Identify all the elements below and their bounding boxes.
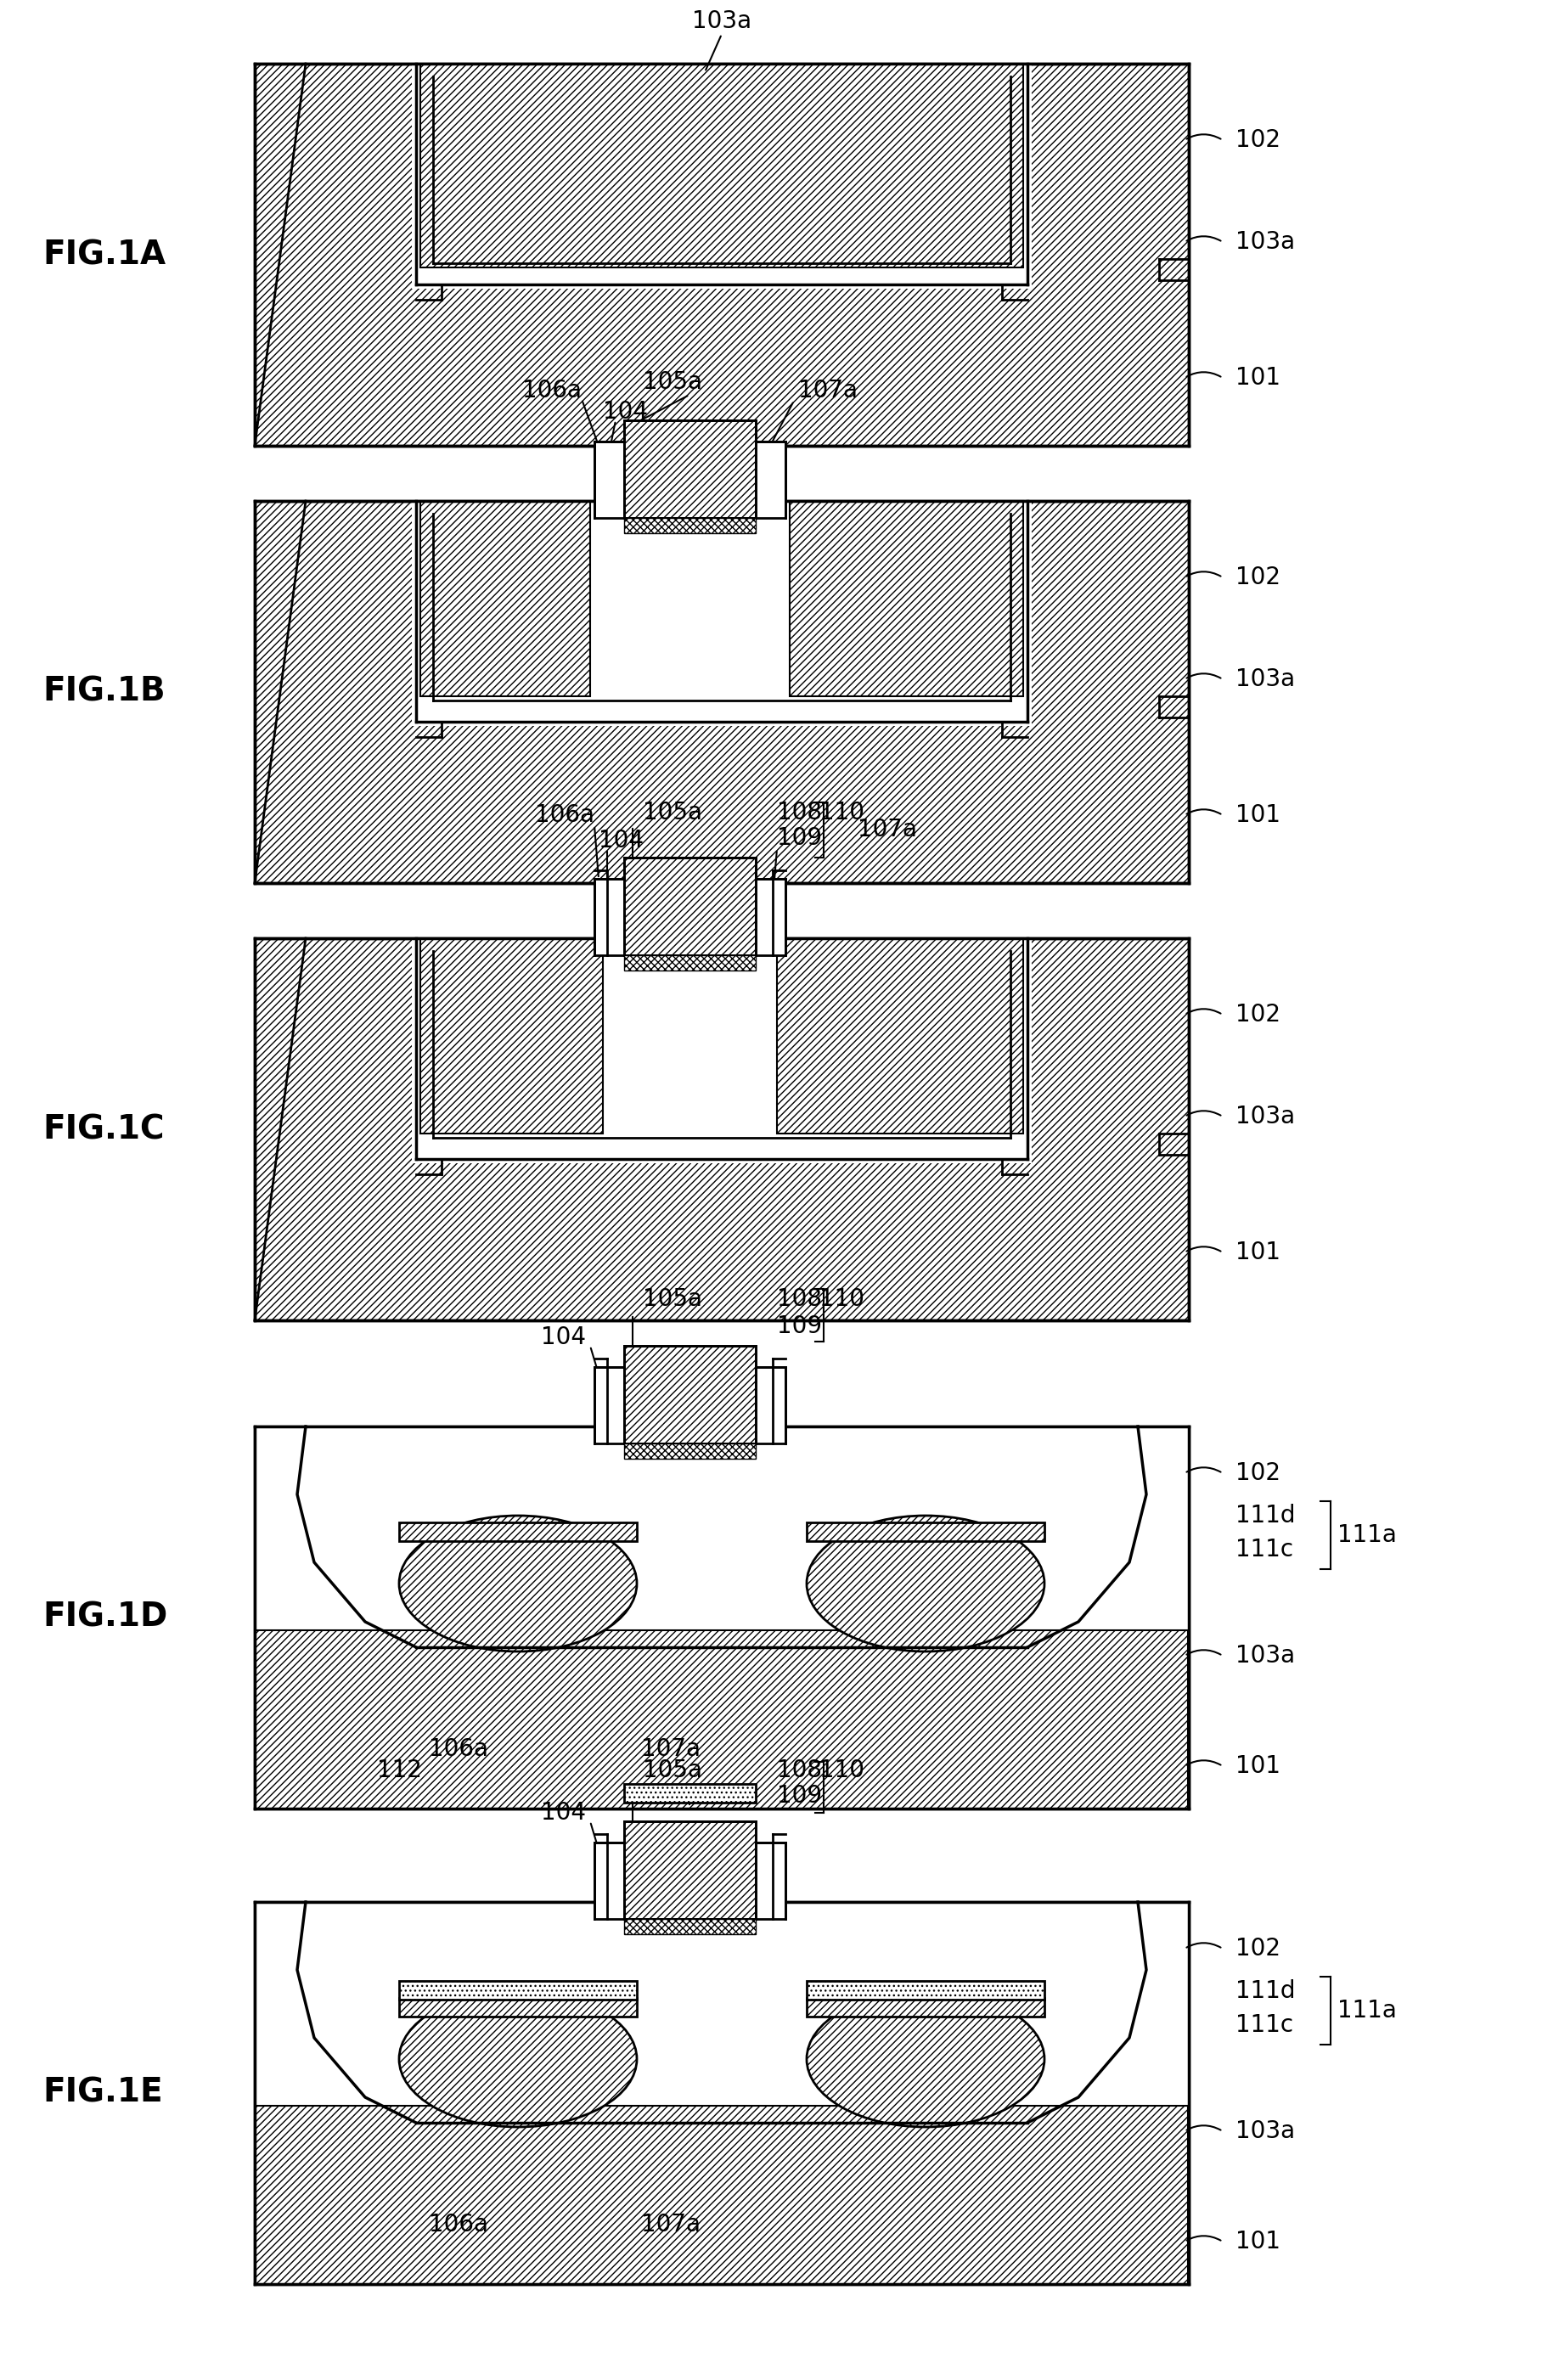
Text: 107a: 107a — [641, 1737, 700, 1761]
Ellipse shape — [806, 1992, 1045, 2128]
Text: 105a: 105a — [642, 1288, 702, 1311]
Text: 103a: 103a — [1235, 1645, 1296, 1668]
Text: 109: 109 — [776, 826, 822, 850]
Text: 105a: 105a — [642, 371, 702, 395]
Text: 101: 101 — [1235, 1240, 1280, 1264]
Text: 106a: 106a — [429, 2213, 488, 2237]
Text: 101: 101 — [1235, 1754, 1280, 1778]
Text: 112: 112 — [667, 1785, 712, 1809]
Text: 101: 101 — [1235, 802, 1280, 826]
Bar — [412, 938, 1032, 1164]
Bar — [624, 1918, 756, 1935]
Bar — [806, 1980, 1045, 1999]
Text: 107a: 107a — [641, 2213, 700, 2237]
Bar — [254, 1426, 1190, 1809]
Text: 108: 108 — [776, 1759, 822, 1783]
Bar — [254, 500, 1190, 883]
Bar — [624, 519, 756, 533]
Bar — [399, 1523, 636, 1542]
Text: 102: 102 — [1235, 129, 1280, 152]
Text: 111a: 111a — [1338, 1523, 1397, 1547]
Text: 106a: 106a — [429, 1737, 488, 1761]
Text: FIG.1E: FIG.1E — [42, 2078, 162, 2109]
Bar — [756, 878, 786, 954]
Bar — [421, 64, 1023, 267]
Bar — [254, 938, 1190, 1321]
Bar — [594, 1842, 624, 1918]
Text: FIG.1C: FIG.1C — [42, 1114, 164, 1145]
Bar — [624, 1442, 756, 1459]
Bar — [756, 1366, 786, 1442]
Text: 102: 102 — [1235, 1937, 1280, 1961]
Text: 109: 109 — [776, 1785, 822, 1809]
Bar — [256, 1630, 1188, 1809]
Bar — [421, 500, 591, 697]
Text: FIG.1A: FIG.1A — [42, 238, 165, 271]
Text: 108: 108 — [776, 1288, 822, 1311]
Text: 110: 110 — [820, 800, 864, 823]
Bar — [624, 954, 756, 971]
Text: 103a: 103a — [1235, 2118, 1296, 2142]
Bar — [624, 1345, 756, 1442]
Bar — [256, 2106, 1188, 2285]
Bar — [756, 1842, 786, 1918]
Text: 104: 104 — [603, 400, 649, 424]
Ellipse shape — [806, 1516, 1045, 1652]
Text: 102: 102 — [1235, 1002, 1280, 1026]
Text: FIG.1B: FIG.1B — [42, 676, 165, 709]
Bar — [624, 1821, 756, 1918]
Text: 111a: 111a — [1338, 1999, 1397, 2023]
Text: 105a: 105a — [642, 1759, 702, 1783]
Bar — [624, 1785, 756, 1802]
Text: 103a: 103a — [692, 10, 751, 33]
Text: 107a: 107a — [798, 378, 857, 402]
Bar — [624, 857, 756, 954]
Text: 101: 101 — [1235, 367, 1280, 390]
Text: 109: 109 — [776, 1314, 822, 1338]
Text: 111c: 111c — [1235, 1537, 1294, 1561]
Text: 103a: 103a — [1235, 231, 1296, 255]
Bar — [594, 1366, 624, 1442]
Bar — [256, 1426, 1188, 1652]
Bar — [254, 64, 1190, 445]
Text: 112: 112 — [377, 1759, 421, 1783]
Text: 106a: 106a — [535, 802, 594, 826]
Text: 107a: 107a — [857, 819, 917, 843]
Bar — [412, 64, 1032, 288]
Text: 104: 104 — [599, 828, 644, 852]
Text: 106a: 106a — [522, 378, 582, 402]
Bar — [806, 1997, 1045, 2016]
Text: 111c: 111c — [1235, 2013, 1294, 2037]
Text: 111d: 111d — [1235, 1504, 1296, 1528]
Bar — [256, 1902, 1188, 2128]
Bar — [624, 421, 756, 519]
Bar — [594, 878, 624, 954]
Bar — [254, 1902, 1190, 2285]
Bar — [594, 443, 624, 519]
Bar — [756, 443, 786, 519]
Text: 104: 104 — [541, 1802, 586, 1825]
Text: 104: 104 — [541, 1326, 586, 1349]
Text: 110: 110 — [820, 1759, 864, 1783]
Text: 102: 102 — [1235, 1461, 1280, 1485]
Text: 105a: 105a — [642, 800, 702, 823]
Bar — [399, 1980, 636, 1999]
Text: 101: 101 — [1235, 2230, 1280, 2254]
Bar — [421, 938, 603, 1133]
Ellipse shape — [399, 1992, 636, 2128]
Text: 111d: 111d — [1235, 1980, 1296, 2004]
Bar — [806, 1523, 1045, 1542]
Bar — [776, 938, 1023, 1133]
Text: 102: 102 — [1235, 566, 1280, 590]
Text: 108: 108 — [776, 800, 822, 823]
Text: 110: 110 — [820, 1288, 864, 1311]
Text: 103a: 103a — [1235, 1104, 1296, 1128]
Bar — [790, 500, 1023, 697]
Text: 103a: 103a — [1235, 666, 1296, 690]
Bar — [399, 1997, 636, 2016]
Ellipse shape — [399, 1516, 636, 1652]
Text: FIG.1D: FIG.1D — [42, 1602, 167, 1633]
Bar — [412, 500, 1032, 726]
